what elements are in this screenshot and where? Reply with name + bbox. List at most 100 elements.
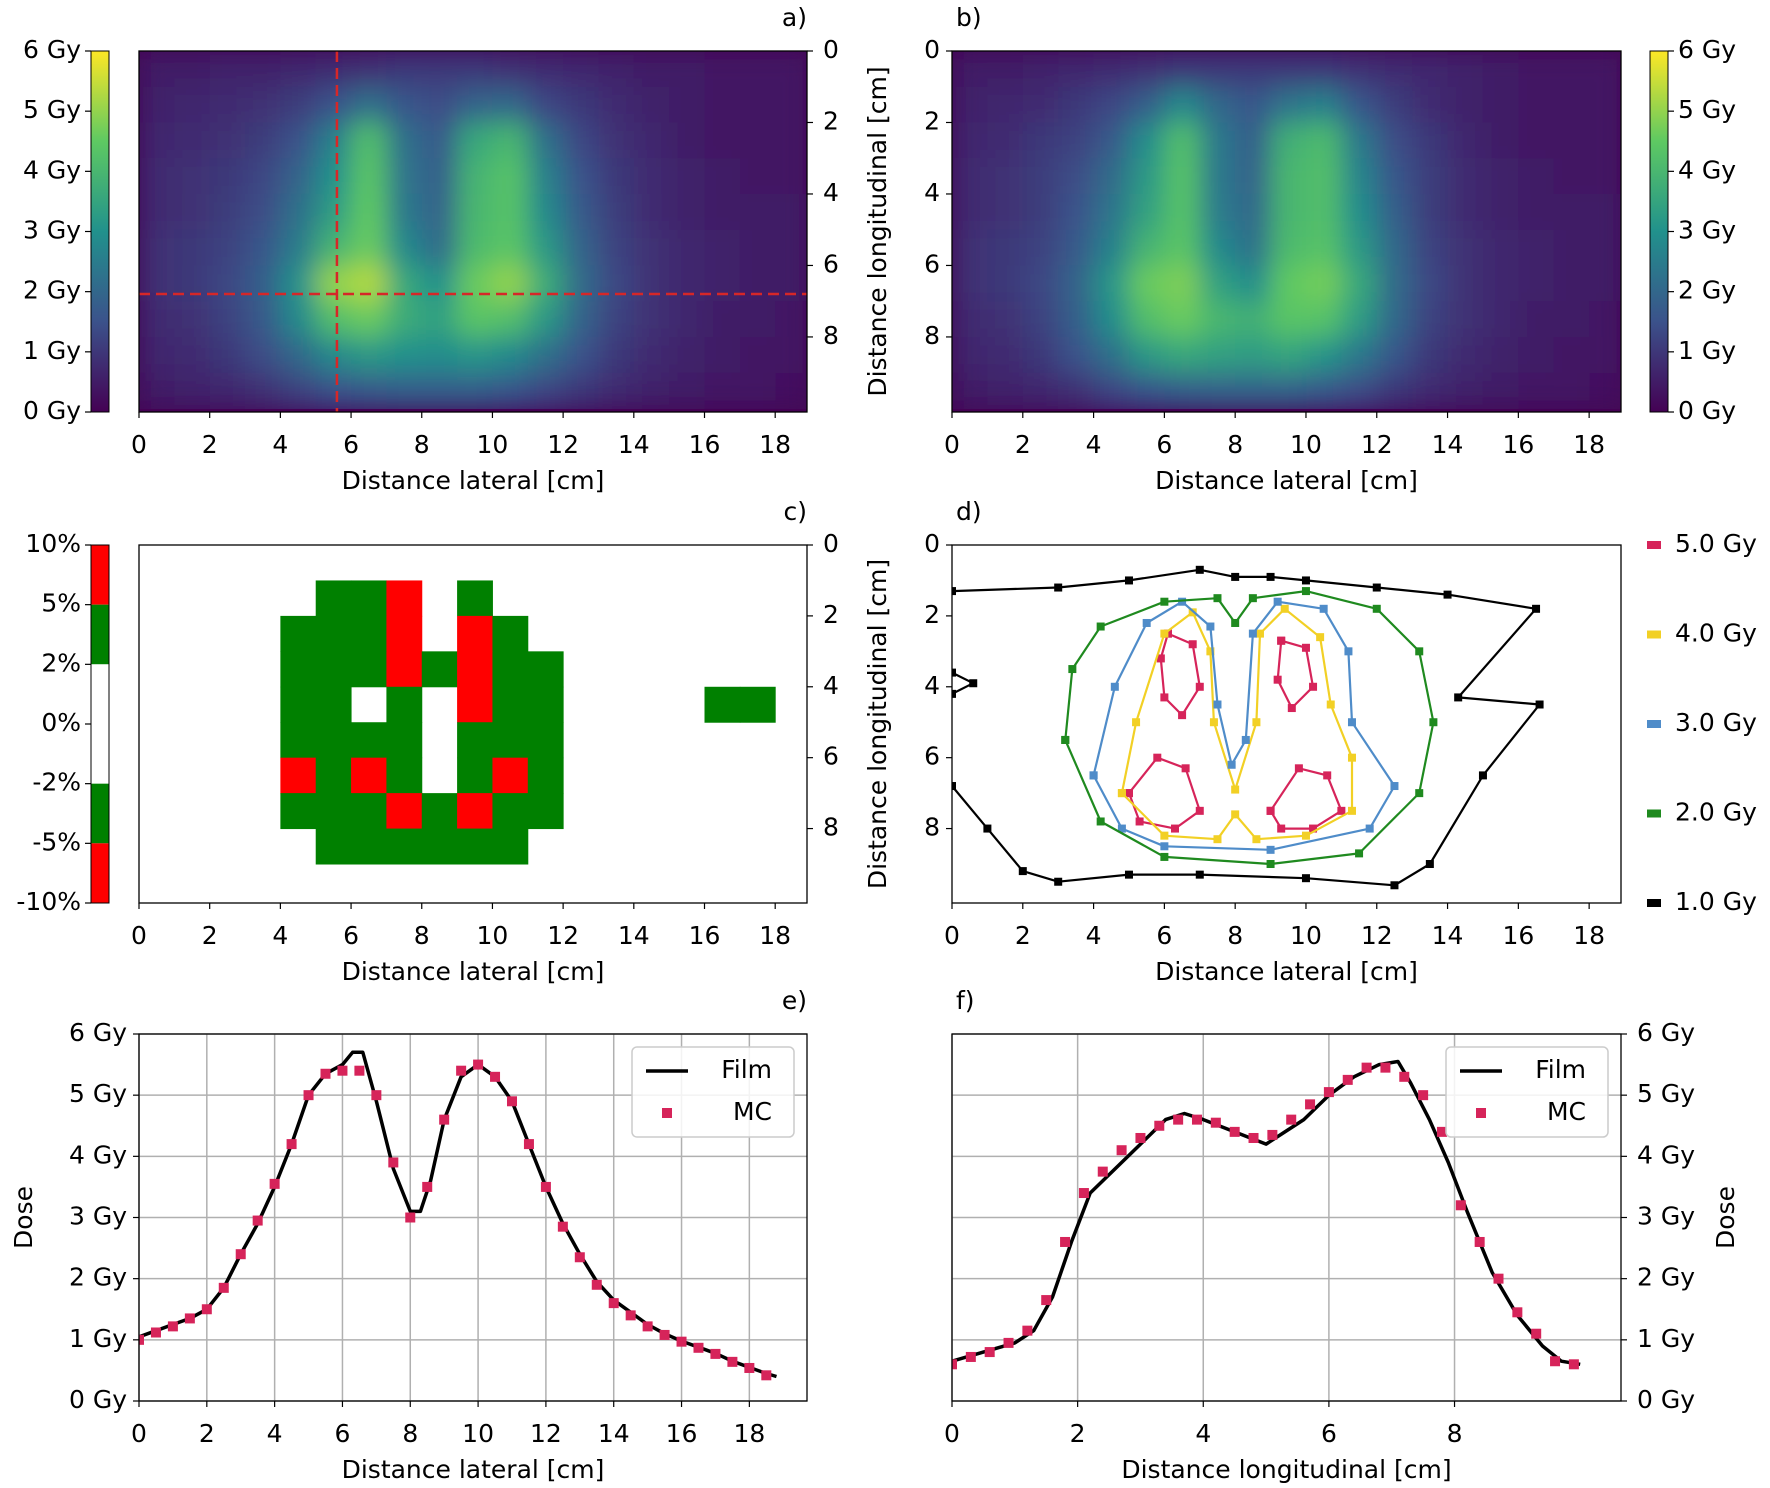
heatmap-cell xyxy=(739,265,776,302)
heatmap-cell xyxy=(315,51,352,88)
heatmap-cell xyxy=(1341,158,1378,195)
heatmap-cell xyxy=(315,265,352,302)
heatmap-cell xyxy=(1235,265,1272,302)
heatmap-cell xyxy=(739,51,776,88)
heatmap-cell xyxy=(1553,193,1590,231)
contour-marker xyxy=(983,824,992,833)
marker xyxy=(608,1298,619,1309)
heatmap-cell xyxy=(386,229,423,266)
heatmap-cell xyxy=(527,651,564,688)
colorbar-tick-label: 2 Gy xyxy=(1678,276,1736,305)
heatmap-cell xyxy=(952,51,988,88)
heatmap-cell xyxy=(315,686,352,723)
marker xyxy=(540,1181,551,1192)
marker xyxy=(320,1068,331,1079)
heatmap-cell xyxy=(209,265,246,302)
heatmap-cell xyxy=(280,122,317,159)
heatmap-cell xyxy=(987,158,1024,195)
heatmap-cell xyxy=(1199,336,1236,374)
heatmap-cell xyxy=(1199,372,1236,409)
panel-title: c) xyxy=(784,497,808,526)
heatmap-cell xyxy=(739,158,776,195)
heatmap-cell xyxy=(1553,301,1590,338)
heatmap-cell xyxy=(952,193,988,231)
contour-marker xyxy=(1301,831,1310,840)
x-tick-label: 18 xyxy=(733,1419,765,1448)
heatmap-cell xyxy=(351,265,387,302)
heatmap-cell xyxy=(351,193,387,231)
heatmap-cell xyxy=(739,86,776,123)
heatmap-cell xyxy=(1058,51,1095,88)
heatmap-cell xyxy=(1164,265,1201,302)
heatmap-cell xyxy=(1447,229,1484,266)
heatmap-cell xyxy=(421,51,458,88)
heatmap-cell xyxy=(1128,122,1165,159)
contour-marker xyxy=(1231,810,1240,819)
marker xyxy=(439,1114,450,1125)
heatmap-cell xyxy=(704,229,741,266)
heatmap-cell xyxy=(633,158,670,195)
heatmap-cell xyxy=(1341,193,1378,231)
colorbar-segment xyxy=(91,843,109,903)
heatmap-cell xyxy=(1305,372,1342,409)
marker xyxy=(1191,1114,1202,1125)
heatmap-cell xyxy=(351,229,387,266)
contour-marker xyxy=(1294,764,1303,773)
heatmap-cell xyxy=(386,193,423,231)
heatmap-cell xyxy=(1341,51,1378,88)
heatmap-cell xyxy=(174,229,211,266)
x-tick-label: 0 xyxy=(131,1419,147,1448)
colorbar-tick-label: 2 Gy xyxy=(23,276,81,305)
heatmap-cell xyxy=(775,158,807,195)
heatmap-cell xyxy=(280,265,317,302)
heatmap-cell xyxy=(1128,229,1165,266)
heatmap-cell xyxy=(1482,265,1519,302)
heatmap-cell xyxy=(1376,158,1413,195)
heatmap-cell xyxy=(563,158,599,195)
axes-frame xyxy=(951,544,1622,904)
legend-swatch xyxy=(1647,720,1661,728)
marker xyxy=(252,1215,263,1226)
heatmap-cell xyxy=(421,158,458,195)
colorbar-tick-label: -10% xyxy=(16,887,81,916)
marker xyxy=(1248,1132,1259,1143)
heatmap-cell xyxy=(1518,229,1555,266)
panel-title: b) xyxy=(956,3,982,32)
heatmap-cell xyxy=(1270,51,1307,88)
contour-marker xyxy=(1344,647,1353,656)
heatmap-cell xyxy=(421,828,458,865)
heatmap-cells xyxy=(280,580,776,865)
contour-marker xyxy=(1252,835,1261,844)
heatmap-cell xyxy=(1235,193,1272,231)
x-tick-label: 0 xyxy=(131,921,147,950)
heatmap-cell xyxy=(1058,265,1095,302)
heatmap-cell xyxy=(987,372,1024,409)
heatmap-cell xyxy=(775,193,807,231)
contour-marker xyxy=(1454,693,1463,702)
heatmap-cell xyxy=(1589,193,1621,231)
heatmap-cell xyxy=(952,122,988,159)
y-tick-label: 8 xyxy=(823,813,839,842)
x-tick-label: 8 xyxy=(1447,1419,1463,1448)
heatmap-cell xyxy=(527,51,564,88)
heatmap-cell xyxy=(527,122,564,159)
legend-label: Film xyxy=(1535,1055,1586,1084)
heatmap-cell xyxy=(1482,122,1519,159)
heatmap-cell xyxy=(1518,51,1555,88)
heatmap-cell xyxy=(1305,229,1342,266)
marker xyxy=(1493,1273,1504,1284)
heatmap-cell xyxy=(386,336,423,374)
axes-frame xyxy=(951,50,1622,413)
heatmap-cells xyxy=(952,51,1621,409)
marker xyxy=(490,1071,501,1082)
heatmap-cell xyxy=(492,722,529,759)
contour-marker xyxy=(1372,583,1381,592)
legend-swatch xyxy=(1647,630,1661,639)
heatmap-cell xyxy=(315,372,352,409)
x-tick-label: 4 xyxy=(267,1419,283,1448)
heatmap-cell xyxy=(1093,301,1130,338)
contour-marker xyxy=(1326,700,1335,709)
marker xyxy=(1060,1236,1071,1247)
colorbar-tick-label: 3 Gy xyxy=(23,216,81,245)
marker xyxy=(1286,1114,1297,1125)
